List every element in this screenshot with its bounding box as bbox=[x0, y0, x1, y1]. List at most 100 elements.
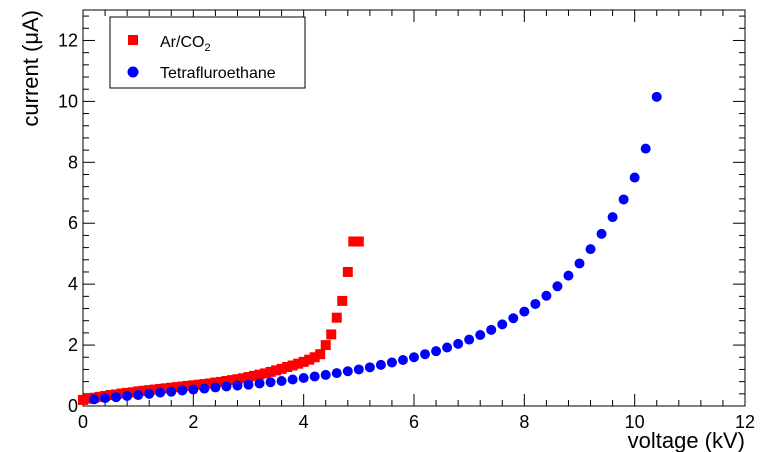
data-point bbox=[342, 366, 353, 377]
data-point bbox=[304, 354, 315, 365]
data-point bbox=[453, 338, 464, 349]
legend-label-tetrafluroethane: Tetrafluroethane bbox=[160, 65, 276, 82]
data-point bbox=[315, 349, 326, 360]
data-point bbox=[331, 368, 342, 379]
data-point bbox=[309, 352, 320, 363]
x-tick-label: 6 bbox=[409, 412, 419, 432]
data-point bbox=[574, 258, 585, 269]
data-point bbox=[618, 194, 629, 205]
y-tick-label: 2 bbox=[68, 335, 78, 355]
data-point bbox=[133, 390, 144, 401]
data-point bbox=[265, 377, 276, 388]
legend-box bbox=[109, 16, 306, 89]
data-marks bbox=[78, 91, 662, 405]
data-point bbox=[243, 372, 254, 383]
data-point bbox=[326, 329, 337, 340]
data-point bbox=[265, 366, 276, 377]
data-point bbox=[100, 393, 111, 404]
data-point bbox=[651, 91, 662, 102]
data-point bbox=[530, 298, 541, 309]
x-tick-label: 12 bbox=[735, 412, 755, 432]
data-point bbox=[232, 380, 243, 391]
y-tick-label: 4 bbox=[68, 274, 78, 294]
data-point bbox=[375, 359, 386, 370]
y-tick-label: 6 bbox=[68, 213, 78, 233]
data-point bbox=[215, 376, 226, 387]
data-point bbox=[298, 356, 309, 367]
series-1 bbox=[89, 91, 662, 405]
data-point bbox=[320, 369, 331, 380]
data-point bbox=[282, 362, 293, 373]
data-point bbox=[105, 390, 116, 401]
data-point bbox=[199, 383, 210, 394]
data-point bbox=[342, 266, 353, 277]
data-point bbox=[552, 281, 563, 292]
data-point bbox=[309, 371, 320, 382]
y-axis-title: current (μA) bbox=[18, 10, 43, 127]
data-point bbox=[171, 382, 182, 393]
data-point bbox=[287, 360, 298, 371]
y-tick-label: 12 bbox=[58, 30, 78, 50]
data-point bbox=[563, 270, 574, 281]
data-point bbox=[204, 378, 215, 389]
y-tick-label: 8 bbox=[68, 152, 78, 172]
x-tick-label: 8 bbox=[519, 412, 529, 432]
data-point bbox=[287, 374, 298, 385]
data-point bbox=[431, 346, 442, 357]
data-point bbox=[320, 340, 331, 351]
data-point bbox=[182, 380, 193, 391]
legend-marker-tetrafluroethane bbox=[127, 66, 139, 78]
data-point bbox=[193, 379, 204, 390]
legend: Ar/CO2 Tetrafluroethane bbox=[109, 16, 306, 89]
data-point bbox=[221, 381, 232, 392]
data-point bbox=[160, 383, 171, 394]
data-point bbox=[243, 379, 254, 390]
data-point bbox=[221, 376, 232, 387]
data-point bbox=[127, 387, 138, 398]
data-point bbox=[629, 172, 640, 183]
data-point bbox=[249, 370, 260, 381]
data-point bbox=[585, 244, 596, 255]
data-point bbox=[420, 349, 431, 360]
data-point bbox=[486, 324, 497, 335]
data-point bbox=[293, 358, 304, 369]
data-point bbox=[271, 365, 282, 376]
x-axis-title: voltage (kV) bbox=[628, 428, 745, 452]
x-tick-label: 0 bbox=[78, 412, 88, 432]
data-point bbox=[276, 363, 287, 374]
data-point bbox=[166, 386, 177, 397]
data-point bbox=[210, 382, 221, 393]
data-point bbox=[386, 357, 397, 368]
data-point bbox=[94, 391, 105, 402]
data-point bbox=[353, 364, 364, 375]
data-point bbox=[116, 388, 127, 399]
data-point bbox=[464, 334, 475, 345]
data-point bbox=[232, 374, 243, 385]
data-point bbox=[508, 313, 519, 324]
data-point bbox=[237, 373, 248, 384]
data-point bbox=[475, 330, 486, 341]
data-point bbox=[177, 385, 188, 396]
data-point bbox=[83, 393, 94, 404]
data-point bbox=[497, 319, 508, 330]
data-point bbox=[144, 388, 155, 399]
data-point bbox=[188, 384, 199, 395]
data-point bbox=[331, 312, 342, 323]
series-0 bbox=[78, 236, 364, 405]
axis-ticks: 0 2 4 6 8 10 12 0 2 4 6 8 10 12 bbox=[58, 10, 755, 432]
x-tick-label: 4 bbox=[299, 412, 309, 432]
data-point bbox=[78, 394, 88, 405]
data-point bbox=[519, 306, 530, 317]
x-tick-label: 10 bbox=[625, 412, 645, 432]
data-point bbox=[89, 394, 100, 405]
data-point bbox=[254, 378, 265, 389]
data-point bbox=[260, 368, 271, 379]
data-point bbox=[276, 376, 287, 387]
data-point bbox=[541, 290, 552, 301]
data-point bbox=[337, 295, 348, 306]
data-point bbox=[254, 369, 265, 380]
y-tick-label: 0 bbox=[68, 396, 78, 416]
legend-label-arco2: Ar/CO2 bbox=[160, 34, 211, 54]
data-point bbox=[149, 384, 160, 395]
